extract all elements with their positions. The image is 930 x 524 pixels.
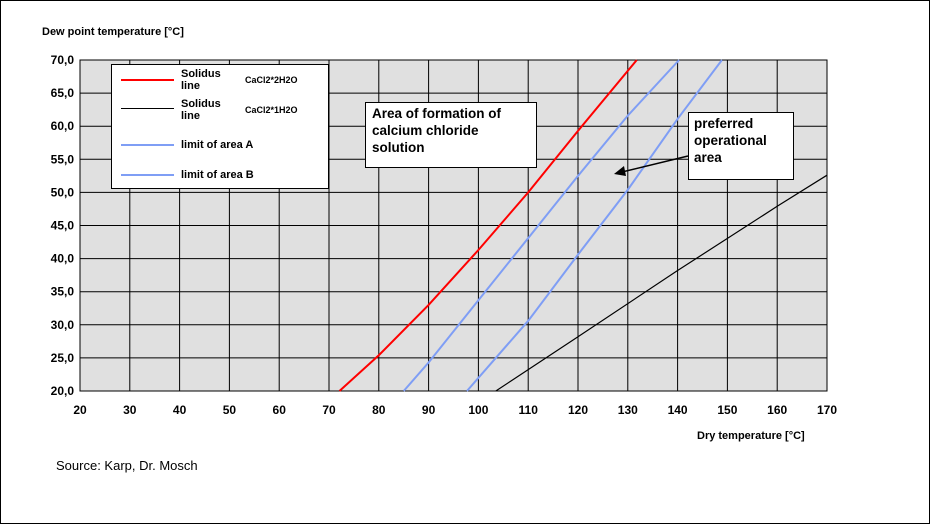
legend-item-solidus-monohydrate: Solidus line CaCl2*1H2O [112,97,328,122]
y-tick-label: 65,0 [51,86,75,100]
annotation-line: calcium chloride [372,123,479,138]
legend-item-area-a: limit of area A [112,135,328,159]
source-note: Source: Karp, Dr. Mosch [56,458,198,473]
y-tick-label: 60,0 [51,119,75,133]
x-tick-label: 20 [73,403,87,417]
legend-item-area-b: limit of area B [112,166,328,190]
x-tick-label: 50 [223,403,237,417]
series-line-3 [402,59,680,392]
y-tick-label: 20,0 [51,384,75,398]
annotation-line: area [694,150,722,165]
legend: Solidus line CaCl2*2H2O Solidus line CaC… [111,64,329,189]
y-tick-label: 25,0 [51,351,75,365]
x-tick-label: 60 [273,403,287,417]
annotation-line: Area of formation of [372,106,502,121]
annotation-arrow [621,155,689,173]
x-tick-label: 160 [767,403,787,417]
x-tick-label: 150 [717,403,737,417]
legend-item-solidus-dihydrate: Solidus line CaCl2*2H2O [112,67,328,92]
x-tick-label: 30 [123,403,137,417]
legend-label: limit of area A [181,139,254,151]
legend-label: Solidus line [181,98,221,122]
legend-subscript: CaCl2*1H2O [245,105,298,115]
y-tick-label: 50,0 [51,185,75,199]
x-tick-label: 120 [568,403,588,417]
x-tick-label: 130 [618,403,638,417]
x-axis-title: Dry temperature [°C] [697,430,805,442]
series-line-4 [466,59,723,392]
legend-swatch [121,108,174,109]
annotation-formation-area: Area of formation of calcium chloride so… [365,102,537,168]
x-tick-label: 70 [322,403,336,417]
y-axis-title: Dew point temperature [°C] [42,26,184,38]
annotation-preferred-area: preferred operational area [688,112,794,180]
y-tick-label: 30,0 [51,318,75,332]
legend-swatch [121,144,174,146]
x-axis: 20 30 40 50 60 70 80 90 100 110 120 130 140 150 160 170 [73,403,837,417]
x-tick-label: 100 [468,403,488,417]
x-tick-label: 80 [372,403,386,417]
legend-label: Solidus line [181,68,221,92]
y-axis: 70,0 65,0 60,0 55,0 50,0 45,0 40,0 35,0 30,0 25,0… [51,53,75,398]
y-tick-label: 35,0 [51,285,75,299]
arrow-head [614,166,626,176]
y-tick-label: 55,0 [51,152,75,166]
legend-swatch [121,79,174,81]
y-tick-label: 45,0 [51,219,75,233]
x-tick-label: 170 [817,403,837,417]
x-tick-label: 40 [173,403,187,417]
annotation-line: operational [694,133,767,148]
series-line-1 [338,59,638,392]
legend-subscript: CaCl2*2H2O [245,75,298,85]
x-tick-label: 110 [519,403,539,417]
legend-swatch [121,174,174,176]
legend-label: limit of area B [181,169,254,181]
series-line-2 [495,174,828,392]
annotation-line: preferred [694,116,754,131]
series-group [338,59,828,392]
annotation-line: solution [372,140,425,155]
x-tick-label: 140 [668,403,688,417]
y-tick-label: 70,0 [51,53,75,67]
x-tick-label: 90 [422,403,436,417]
y-tick-label: 40,0 [51,252,75,266]
